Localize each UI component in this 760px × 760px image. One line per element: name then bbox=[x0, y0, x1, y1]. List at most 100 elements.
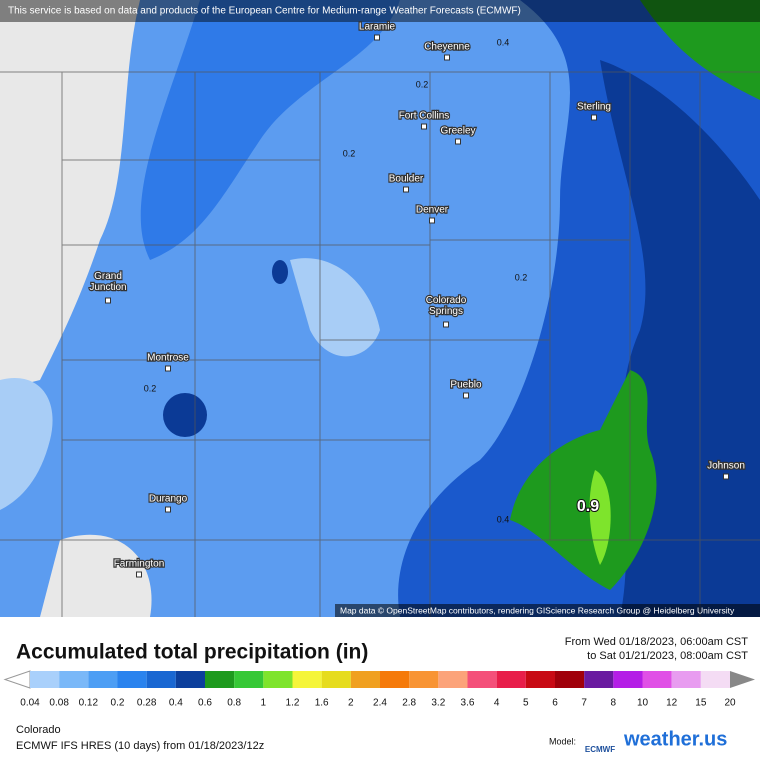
scale-label: 6 bbox=[552, 698, 558, 709]
city-label: Farmington bbox=[114, 559, 165, 570]
green-area bbox=[510, 370, 657, 590]
dry-area bbox=[0, 0, 140, 390]
scale-label: 0.28 bbox=[137, 698, 157, 709]
city-label: Fort Collins bbox=[399, 111, 450, 122]
city-label: Durango bbox=[149, 494, 188, 505]
brand: weather.us bbox=[623, 728, 727, 750]
scale-box bbox=[671, 671, 701, 688]
contour-label: 0.2 bbox=[343, 148, 356, 158]
contour-label: 0.2 bbox=[144, 383, 157, 393]
scale-box bbox=[700, 671, 730, 688]
light-area bbox=[290, 258, 380, 357]
scale-label: 20 bbox=[724, 698, 736, 709]
scale-label: 1.2 bbox=[286, 698, 300, 709]
banner: This service is based on data and produc… bbox=[8, 6, 521, 17]
scale-label: 4 bbox=[494, 698, 500, 709]
city-label: Pueblo bbox=[450, 380, 482, 391]
city-marker bbox=[444, 54, 450, 61]
city-marker bbox=[165, 506, 171, 513]
scale-label: 5 bbox=[523, 698, 529, 709]
scale-label: 2 bbox=[348, 698, 354, 709]
scale-box bbox=[263, 671, 293, 688]
scale-box bbox=[642, 671, 672, 688]
city-marker bbox=[136, 571, 142, 578]
contour-label: 0.2 bbox=[416, 79, 429, 89]
city-label: Denver bbox=[416, 205, 449, 216]
scale-box bbox=[467, 671, 497, 688]
scale-label: 10 bbox=[637, 698, 649, 709]
scale-arrow-high bbox=[730, 671, 755, 688]
city-marker bbox=[403, 186, 409, 193]
scale-label: 0.04 bbox=[20, 698, 40, 709]
contour-label: 0.4 bbox=[497, 37, 510, 47]
city-marker bbox=[421, 123, 427, 130]
scale-label: 0.12 bbox=[79, 698, 99, 709]
scale-label: 0.08 bbox=[49, 698, 69, 709]
map-labels: Laramie Cheyenne Sterling Fort Collins Greel… bbox=[88, 20, 746, 578]
moderate-area bbox=[140, 0, 401, 260]
city-marker bbox=[374, 34, 380, 41]
dry-area bbox=[40, 534, 152, 617]
scale-label: 1.6 bbox=[315, 698, 329, 709]
scale-label: 7 bbox=[581, 698, 587, 709]
scale-label: 0.8 bbox=[227, 698, 241, 709]
color-scale: 0.04 0.08 0.12 0.2 0.28 0.4 0.6 0.8 1 1.2 1.6 2 2.4 2… bbox=[3, 670, 755, 709]
scale-box bbox=[88, 671, 118, 688]
city-label: Laramie bbox=[359, 22, 396, 33]
scale-box bbox=[380, 671, 410, 688]
attribution-bg bbox=[335, 604, 760, 617]
scale-box bbox=[350, 671, 380, 688]
city-marker bbox=[723, 473, 729, 480]
model-run: ECMWF IFS HRES (10 days) from 01/18/2023… bbox=[16, 740, 264, 752]
scale-box bbox=[409, 671, 439, 688]
green-core bbox=[589, 470, 611, 565]
city-label: Sterling bbox=[577, 102, 611, 113]
scale-box bbox=[584, 671, 614, 688]
model-label: Model: bbox=[549, 736, 576, 746]
scale-box bbox=[59, 671, 89, 688]
contour-label: 0.2 bbox=[515, 272, 528, 282]
city-label: Colorado Springs bbox=[426, 295, 467, 317]
city-marker bbox=[429, 217, 435, 224]
scale-box bbox=[175, 671, 205, 688]
city-marker bbox=[443, 321, 449, 328]
period-from: From Wed 01/18/2023, 06:00am CST bbox=[565, 636, 749, 648]
scale-label: 15 bbox=[695, 698, 707, 709]
banner-bg bbox=[0, 0, 760, 22]
scale-box bbox=[117, 671, 147, 688]
scale-label: 1 bbox=[261, 698, 267, 709]
scale-box bbox=[146, 671, 176, 688]
contour-label: 0.9 bbox=[577, 498, 599, 515]
scale-label: 2.4 bbox=[373, 698, 387, 709]
scale-box bbox=[292, 671, 322, 688]
map bbox=[0, 0, 760, 617]
scale-box bbox=[496, 671, 526, 688]
attribution: Map data © OpenStreetMap contributors, r… bbox=[340, 605, 735, 615]
region: Colorado bbox=[16, 724, 61, 736]
city-label: Montrose bbox=[147, 353, 189, 364]
scale-label: 12 bbox=[666, 698, 678, 709]
scale-label: 3.6 bbox=[461, 698, 475, 709]
city-marker bbox=[105, 297, 111, 304]
city-marker bbox=[591, 114, 597, 121]
scale-label: 8 bbox=[611, 698, 617, 709]
scale-label: 0.4 bbox=[169, 698, 183, 709]
heavy-cell bbox=[163, 393, 207, 437]
city-marker bbox=[455, 138, 461, 145]
city-label: Grand Junction bbox=[89, 271, 126, 293]
scale-box bbox=[30, 671, 60, 688]
contour-label: 0.4 bbox=[497, 514, 510, 524]
scale-box bbox=[555, 671, 585, 688]
period-to: to Sat 01/21/2023, 08:00am CST bbox=[587, 650, 748, 662]
borders bbox=[0, 71, 760, 617]
scale-label: 3.2 bbox=[431, 698, 445, 709]
green-area bbox=[640, 0, 760, 100]
scale-box bbox=[205, 671, 235, 688]
scale-box bbox=[438, 671, 468, 688]
city-marker bbox=[165, 365, 171, 372]
light-area bbox=[0, 378, 53, 510]
scale-box bbox=[234, 671, 264, 688]
scale-label: 2.8 bbox=[402, 698, 416, 709]
city-label: Johnson bbox=[707, 461, 745, 472]
scale-box bbox=[613, 671, 643, 688]
